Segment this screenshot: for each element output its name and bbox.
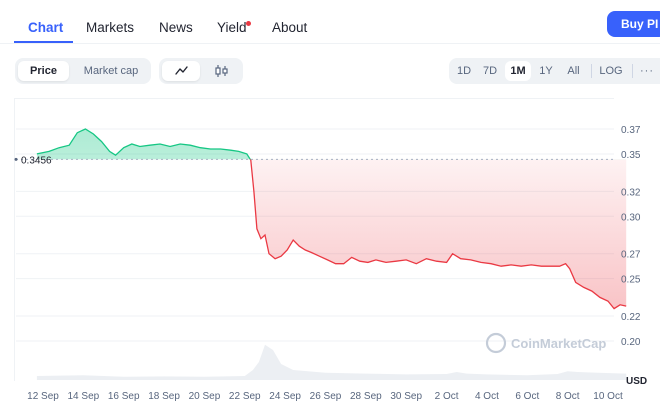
- y-tick-label: 0.20: [621, 337, 641, 348]
- tab-yield[interactable]: Yield: [217, 20, 247, 35]
- more-options-button[interactable]: ···: [637, 61, 657, 81]
- currency-label: USD: [626, 376, 647, 387]
- chart-areas: [36, 129, 627, 309]
- y-tick-label: 0.35: [621, 150, 641, 161]
- tab-chart[interactable]: Chart: [28, 20, 64, 35]
- chart-frame: [14, 98, 614, 381]
- y-tick-label: 0.25: [621, 275, 641, 286]
- volume-bars: [36, 344, 627, 380]
- x-axis: 12 Sep 14 Sep 16 Sep 18 Sep 20 Sep 22 Sep 24 S…: [27, 391, 623, 401]
- price-line-down: [249, 159, 627, 310]
- x-tick-label: 10 Oct: [593, 391, 623, 401]
- range-1m-button[interactable]: 1M: [505, 61, 531, 81]
- x-tick-label: 22 Sep: [229, 391, 261, 401]
- market-cap-toggle-button[interactable]: Market cap: [83, 65, 139, 77]
- line-chart-button[interactable]: [162, 61, 200, 81]
- tab-divider: [0, 43, 660, 44]
- area-below-baseline: [250, 159, 627, 309]
- x-tick-label: 30 Sep: [390, 391, 422, 401]
- x-tick-label: 28 Sep: [350, 391, 382, 401]
- volume-area: [36, 344, 627, 380]
- coinmarketcap-logo-icon: [485, 332, 507, 354]
- buy-button[interactable]: Buy PI: [607, 11, 660, 37]
- log-scale-button[interactable]: LOG: [599, 65, 623, 77]
- range-1d-button[interactable]: 1D: [456, 65, 472, 77]
- y-tick-label: 0.22: [621, 312, 641, 323]
- x-tick-label: 20 Sep: [189, 391, 221, 401]
- metric-toggle: Price Market cap: [15, 58, 151, 84]
- baseline: 0.3456: [14, 155, 614, 166]
- tab-news[interactable]: News: [159, 20, 193, 35]
- area-above-baseline: [36, 129, 627, 160]
- range-1y-button[interactable]: 1Y: [539, 65, 553, 77]
- candlestick-button[interactable]: [202, 61, 240, 81]
- x-tick-label: 4 Oct: [475, 391, 499, 401]
- watermark-text: CoinMarketCap: [511, 336, 606, 351]
- watermark: CoinMarketCap: [485, 332, 606, 354]
- baseline-dot: [14, 157, 18, 161]
- range-all-button[interactable]: All: [567, 65, 580, 77]
- x-tick-label: 2 Oct: [435, 391, 459, 401]
- baseline-label: 0.3456: [21, 155, 52, 166]
- range-divider: [632, 64, 633, 78]
- tab-bar: Chart Markets News Yield About Buy PI: [0, 0, 660, 44]
- y-tick-label: 0.32: [621, 187, 641, 198]
- x-tick-label: 8 Oct: [556, 391, 580, 401]
- tab-markets[interactable]: Markets: [86, 20, 135, 35]
- x-tick-label: 16 Sep: [108, 391, 140, 401]
- y-tick-label: 0.30: [621, 212, 641, 223]
- x-tick-label: 18 Sep: [148, 391, 180, 401]
- range-7d-button[interactable]: 7D: [482, 65, 498, 77]
- x-tick-label: 12 Sep: [27, 391, 59, 401]
- y-tick-label: 0.37: [621, 125, 641, 136]
- x-tick-label: 6 Oct: [515, 391, 539, 401]
- price-toggle-button[interactable]: Price: [18, 61, 69, 81]
- chart-type-toggle: [159, 58, 243, 84]
- candlestick-icon: [215, 65, 228, 77]
- chart-lines: [36, 128, 627, 310]
- x-tick-label: 24 Sep: [269, 391, 301, 401]
- more-icon: ···: [640, 65, 654, 77]
- line-chart-icon: [175, 66, 188, 75]
- y-tick-label: 0.27: [621, 250, 641, 261]
- active-tab-indicator: [14, 41, 73, 43]
- x-tick-label: 26 Sep: [310, 391, 342, 401]
- range-selector: 1D 7D 1M 1Y All LOG ···: [449, 58, 660, 84]
- x-tick-label: 14 Sep: [68, 391, 100, 401]
- price-line-up: [36, 128, 252, 160]
- y-axis: 0.37 0.35 0.32 0.30 0.27 0.25 0.22 0.20 USD: [621, 125, 647, 387]
- range-divider: [591, 64, 592, 78]
- tab-about[interactable]: About: [272, 20, 308, 35]
- notification-dot: [246, 21, 251, 26]
